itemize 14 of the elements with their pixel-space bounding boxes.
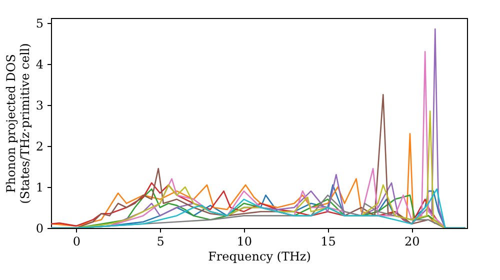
x-tick-label: 20: [404, 234, 420, 248]
y-tick-label: 2: [36, 139, 44, 154]
x-axis-title: Frequency (THz): [208, 250, 311, 264]
y-tick-label: 1: [36, 180, 44, 194]
line-series: [51, 133, 436, 227]
y-tick-label: 3: [36, 98, 44, 112]
y-tick-label: 0: [36, 222, 44, 236]
y-tick-label: 5: [36, 16, 44, 30]
x-tick-label: 15: [320, 234, 336, 248]
y-axis-title: Phonon projected DOS (States/THz·primitive cell): [4, 43, 32, 204]
x-tick-label: 10: [236, 234, 252, 248]
x-tick-label: 0: [72, 234, 80, 248]
x-tick-label: 5: [156, 234, 164, 248]
y-tick-label: 4: [36, 57, 44, 72]
